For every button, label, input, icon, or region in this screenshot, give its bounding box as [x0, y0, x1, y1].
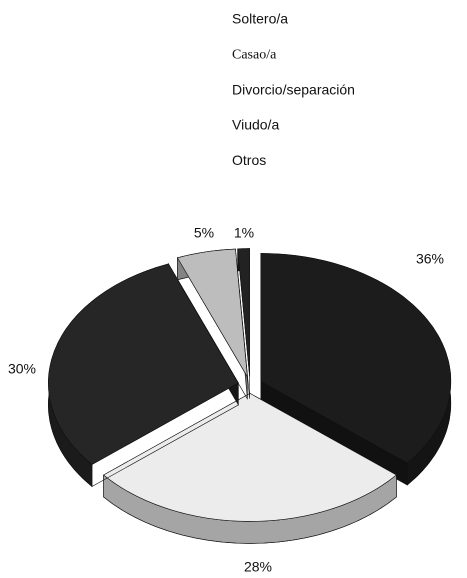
legend-label: Viudo/a: [232, 117, 279, 133]
data-label: 5%: [194, 225, 214, 241]
slice: [176, 248, 248, 400]
legend: Soltero/a Casao/a Divorcio/separación Viudo…: [232, 11, 355, 168]
legend-label: Otros: [232, 152, 266, 168]
slice: [103, 392, 397, 544]
data-label: 30%: [8, 361, 36, 377]
slice-top: [260, 253, 452, 464]
legend-label: Soltero/a: [232, 11, 288, 27]
slice-top: [176, 248, 248, 377]
slice-top: [237, 248, 250, 377]
data-label: 36%: [416, 251, 444, 267]
slice: [48, 262, 239, 488]
pie: 36% 28% 30% 5% 1%: [8, 225, 452, 575]
legend-label: Divorcio/separación: [232, 81, 355, 97]
slice-top: [48, 263, 239, 465]
slice-top: [103, 393, 397, 522]
slice: [237, 248, 250, 399]
legend-label: Casao/a: [232, 48, 277, 63]
data-label: 28%: [244, 559, 272, 575]
data-label: 1%: [234, 225, 254, 241]
